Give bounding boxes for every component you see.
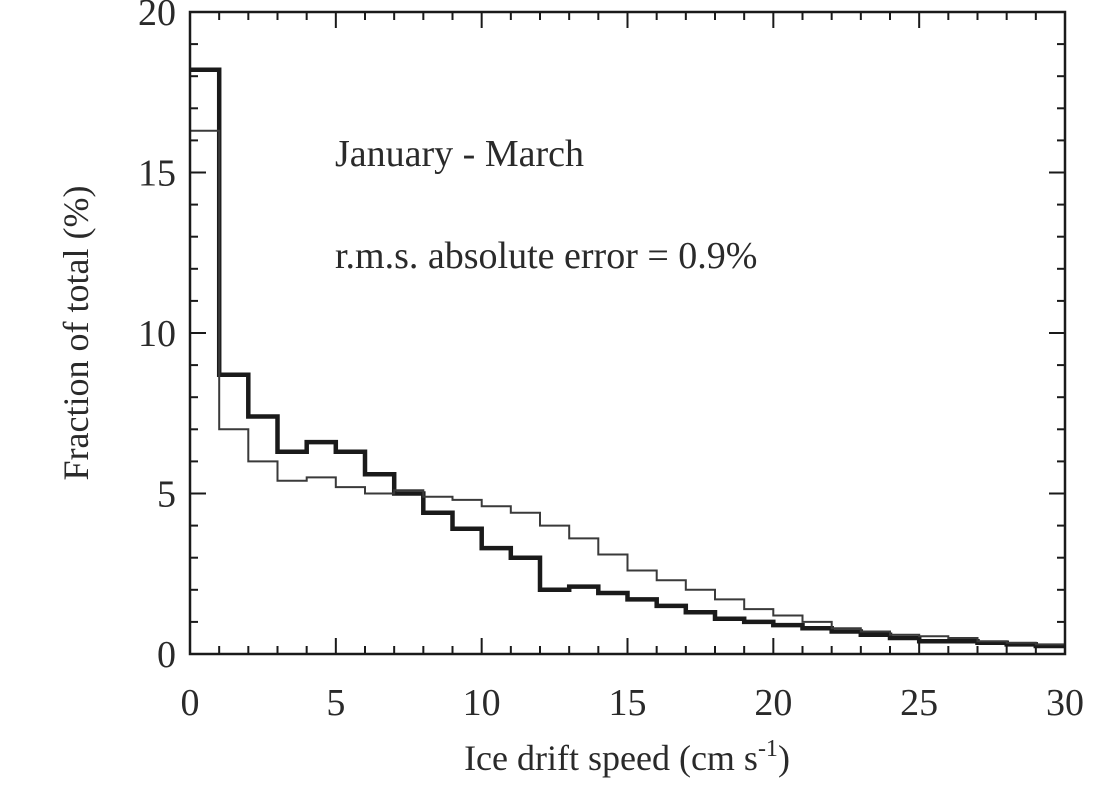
x-axis-label-main: Ice drift speed (cm s <box>464 738 758 778</box>
y-tick-label: 0 <box>157 634 176 676</box>
y-axis-label: Fraction of total (%) <box>56 186 96 481</box>
y-tick-label: 15 <box>138 153 176 195</box>
x-tick-label: 30 <box>1046 682 1084 724</box>
x-axis-label-superscript: -1 <box>758 736 778 762</box>
x-tick-label: 20 <box>754 682 792 724</box>
plot-frame <box>188 10 1067 656</box>
annotation-period: January - March <box>335 133 584 175</box>
y-tick-label: 5 <box>157 474 176 516</box>
x-axis-label: Ice drift speed (cm s-1) <box>464 736 790 778</box>
x-tick-label: 15 <box>609 682 647 724</box>
x-axis-label-close: ) <box>778 738 790 778</box>
series-thin-step-line <box>190 129 1065 646</box>
series-thick-step-line <box>190 67 1065 649</box>
series-layer <box>190 67 1065 649</box>
y-tick-label: 20 <box>138 0 176 34</box>
annotation-rms-error: r.m.s. absolute error = 0.9% <box>335 235 757 277</box>
x-tick-label: 25 <box>900 682 938 724</box>
x-tick-label: 0 <box>181 682 200 724</box>
y-tick-label: 10 <box>138 313 176 355</box>
x-tick-label: 10 <box>463 682 501 724</box>
tick-labels: 0 5 10 15 20 25 30 0 5 10 15 20 <box>138 0 1084 724</box>
x-tick-label: 5 <box>326 682 345 724</box>
